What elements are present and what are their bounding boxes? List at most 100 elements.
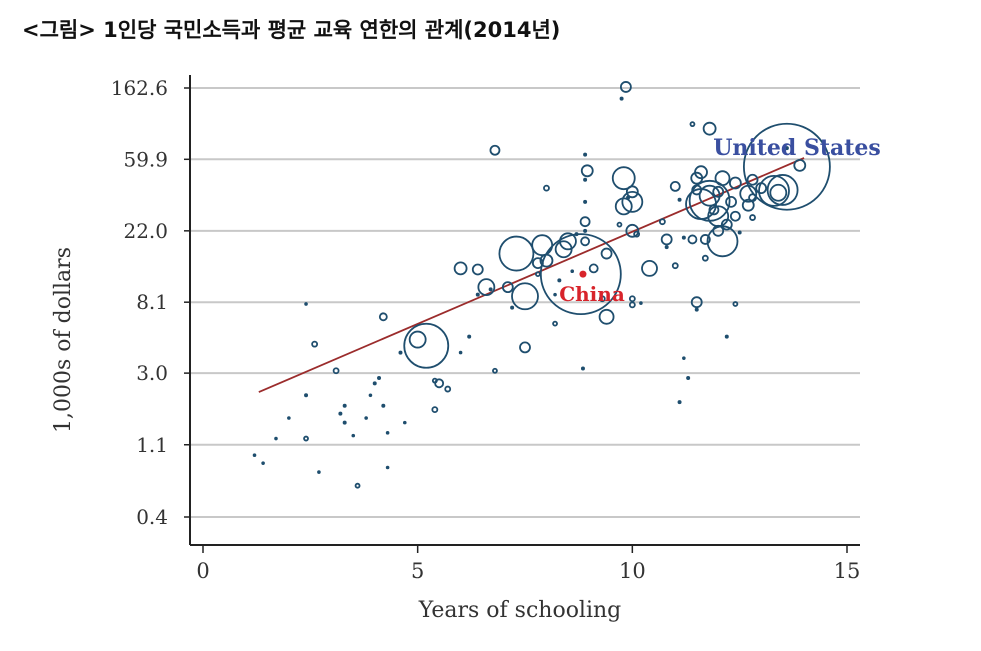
data-point xyxy=(381,403,386,408)
data-point xyxy=(368,393,373,398)
page-title: <그림> 1인당 국민소득과 평균 교육 연한의 관계(2014년) xyxy=(22,18,561,42)
data-point xyxy=(304,393,309,398)
data-point xyxy=(682,356,686,360)
data-point xyxy=(274,436,278,441)
data-point xyxy=(702,121,717,136)
data-point xyxy=(580,366,585,371)
data-point xyxy=(444,385,452,393)
data-point xyxy=(458,350,463,355)
data-point xyxy=(385,465,390,470)
data-point xyxy=(681,235,686,240)
data-point xyxy=(534,271,541,278)
data-point xyxy=(725,195,737,208)
data-point xyxy=(342,420,347,425)
data-point xyxy=(510,305,515,310)
data-point xyxy=(628,301,636,309)
annotation-united-states: United States xyxy=(713,135,881,161)
y-tick-label: 8.1 xyxy=(136,290,168,314)
data-point xyxy=(453,261,468,276)
data-point xyxy=(543,184,550,192)
data-point xyxy=(372,381,377,386)
trend-layer xyxy=(258,157,805,393)
data-point xyxy=(616,221,623,228)
axes-layer: 0.4 1.1 3.0 8.1 22.0 59.9 162.6 0 5 10 15 Years of … xyxy=(51,75,860,623)
data-point xyxy=(729,210,741,222)
data-point xyxy=(784,146,789,151)
data-point xyxy=(519,341,531,354)
data-point xyxy=(317,470,321,474)
data-point xyxy=(398,350,403,355)
data-point xyxy=(671,262,679,270)
data-point xyxy=(553,292,557,297)
data-point xyxy=(431,406,439,413)
data-point xyxy=(338,411,343,416)
data-point xyxy=(552,320,558,327)
data-point xyxy=(583,177,588,182)
data-point xyxy=(724,334,729,339)
data-point xyxy=(471,263,484,276)
data-point xyxy=(580,236,591,247)
data-point xyxy=(677,197,682,202)
data-point xyxy=(498,235,535,272)
data-point xyxy=(531,234,554,257)
data-point xyxy=(728,176,742,190)
data-point xyxy=(625,185,639,199)
data-point xyxy=(287,416,291,420)
data-point xyxy=(701,254,709,262)
data-point xyxy=(303,435,309,442)
data-point xyxy=(579,216,591,228)
data-point xyxy=(354,482,361,489)
data-point xyxy=(598,295,606,303)
data-point xyxy=(408,330,427,349)
data-point xyxy=(793,159,807,172)
data-point xyxy=(311,340,319,348)
data-point xyxy=(741,198,755,212)
y-axis-title: 1,000s of dollars xyxy=(51,247,76,433)
data-point xyxy=(570,269,575,274)
labels-layer: United States China xyxy=(559,135,881,306)
data-point xyxy=(378,312,388,322)
data-point xyxy=(658,218,666,226)
data-point xyxy=(625,223,640,238)
data-point xyxy=(501,281,514,294)
data-point xyxy=(364,416,368,420)
highlight-point xyxy=(579,270,587,278)
data-point xyxy=(669,180,681,192)
x-tick-label: 0 xyxy=(196,559,209,583)
data-point xyxy=(431,377,438,384)
data-point xyxy=(619,96,624,101)
data-point xyxy=(377,376,382,381)
points-layer xyxy=(252,81,831,489)
x-axis-title: Years of schooling xyxy=(418,598,622,623)
data-point xyxy=(600,247,613,260)
data-point xyxy=(720,218,733,231)
data-point xyxy=(686,376,691,381)
data-point xyxy=(385,431,390,435)
y-tick-label: 59.9 xyxy=(123,147,168,171)
data-point xyxy=(746,173,759,186)
data-point xyxy=(737,230,742,235)
data-point xyxy=(583,152,588,157)
data-point xyxy=(467,334,472,339)
data-point xyxy=(639,301,643,305)
data-point xyxy=(688,179,731,222)
data-point xyxy=(621,190,644,213)
data-point xyxy=(402,420,407,425)
data-point xyxy=(489,144,501,156)
data-point xyxy=(351,433,356,438)
data-point xyxy=(475,292,480,297)
y-tick-label: 22.0 xyxy=(123,219,168,243)
data-point xyxy=(332,367,340,375)
data-point xyxy=(261,461,265,465)
data-point xyxy=(488,287,493,292)
data-point xyxy=(252,453,257,458)
data-point xyxy=(583,228,588,233)
data-point xyxy=(342,403,347,408)
data-point xyxy=(539,233,622,316)
data-point xyxy=(732,301,739,307)
data-point xyxy=(619,81,632,93)
data-point xyxy=(714,170,731,187)
y-tick-label: 162.6 xyxy=(111,76,168,100)
data-point xyxy=(611,166,636,191)
